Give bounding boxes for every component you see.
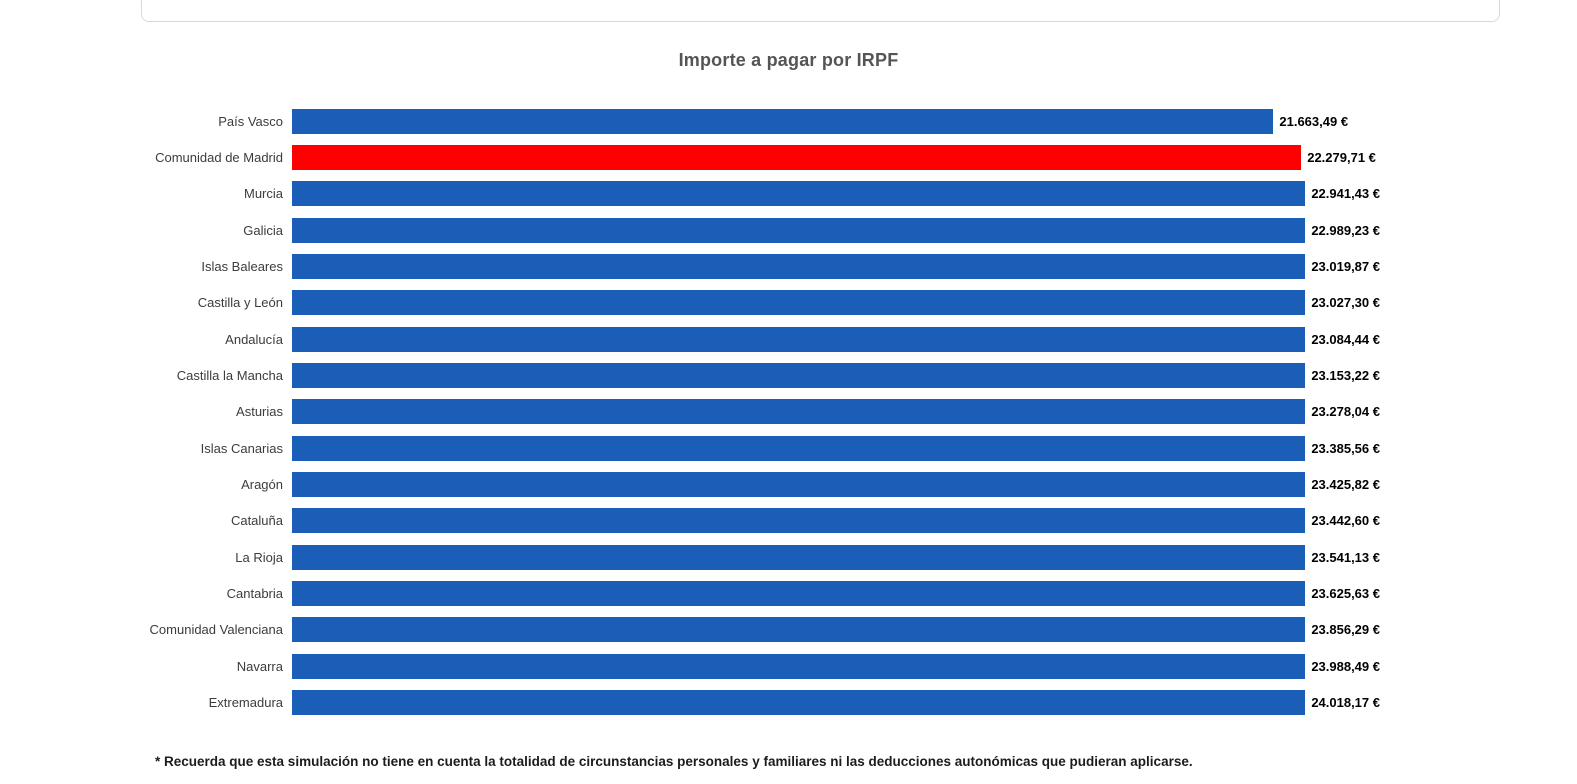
bar-track: 22.279,71 € (292, 144, 1380, 170)
value-label: 23.442,60 € (1311, 513, 1380, 529)
bar (292, 617, 1306, 643)
bar-track: 23.425,82 € (292, 471, 1380, 497)
value-label: 23.541,13 € (1311, 549, 1380, 565)
bar (292, 253, 1306, 279)
value-label: 23.425,82 € (1311, 476, 1380, 492)
bar (292, 580, 1306, 606)
bar-row: La Rioja 23.541,13 € (0, 539, 1577, 575)
category-label: Murcia (243, 186, 283, 202)
bar-track: 22.941,43 € (292, 181, 1380, 207)
bar (292, 653, 1306, 679)
value-label: 23.027,30 € (1311, 295, 1380, 311)
category-label: Comunidad Valenciana (149, 622, 283, 638)
bar-row: Islas Baleares 23.019,87 € (0, 248, 1577, 284)
value-label: 23.988,49 € (1311, 658, 1380, 674)
bar-row: Comunidad Valenciana 23.856,29 € (0, 612, 1577, 648)
category-label: Islas Canarias (200, 440, 283, 456)
bar-highlighted (292, 144, 1302, 170)
value-label: 23.385,56 € (1311, 440, 1380, 456)
bar-row: Castilla y León 23.027,30 € (0, 285, 1577, 321)
bar-track: 23.153,22 € (292, 362, 1380, 388)
top-card-border (141, 0, 1500, 22)
bar-row: Comunidad de Madrid 22.279,71 € (0, 139, 1577, 175)
chart-footnote: * Recuerda que esta simulación no tiene … (155, 754, 1193, 769)
bar-track: 23.442,60 € (292, 508, 1380, 534)
bar (292, 326, 1306, 352)
bar (292, 689, 1306, 715)
bar (292, 399, 1306, 425)
bar-row: Navarra 23.988,49 € (0, 648, 1577, 684)
bar-track: 21.663,49 € (292, 108, 1380, 134)
bar-track: 23.278,04 € (292, 399, 1380, 425)
bar (292, 471, 1306, 497)
bar-track: 23.027,30 € (292, 290, 1380, 316)
bar (292, 508, 1306, 534)
bar (292, 217, 1306, 243)
bar-track: 23.625,63 € (292, 580, 1380, 606)
bar-row: Cataluña 23.442,60 € (0, 503, 1577, 539)
bar-track: 23.856,29 € (292, 617, 1380, 643)
value-label: 22.941,43 € (1311, 186, 1380, 202)
bar-track: 23.541,13 € (292, 544, 1380, 570)
category-label: Asturias (236, 404, 283, 420)
bar (292, 290, 1306, 316)
bar-row: Castilla la Mancha 23.153,22 € (0, 357, 1577, 393)
category-label: Castilla la Mancha (176, 367, 283, 383)
category-label: Extremadura (208, 694, 283, 710)
bar (292, 435, 1306, 461)
bar-row: Murcia 22.941,43 € (0, 176, 1577, 212)
value-label: 22.989,23 € (1311, 222, 1380, 238)
bar-rows: País Vasco 21.663,49 € Comunidad de Madrid… (0, 103, 1577, 721)
value-label: 23.153,22 € (1311, 367, 1380, 383)
bar-row: Aragón 23.425,82 € (0, 466, 1577, 502)
value-label: 23.625,63 € (1311, 585, 1380, 601)
bar-track: 23.385,56 € (292, 435, 1380, 461)
category-label: Aragón (241, 476, 283, 492)
category-label: Navarra (236, 658, 283, 674)
category-label: La Rioja (235, 549, 283, 565)
value-label: 24.018,17 € (1311, 694, 1380, 710)
bar (292, 362, 1306, 388)
bar-track: 22.989,23 € (292, 217, 1380, 243)
category-label: Castilla y León (197, 295, 283, 311)
category-label: Cataluña (230, 513, 283, 529)
value-label: 23.084,44 € (1311, 331, 1380, 347)
category-label: Cantabria (226, 585, 283, 601)
category-label: Islas Baleares (201, 258, 283, 274)
bar-track: 24.018,17 € (292, 689, 1380, 715)
bar-row: Asturias 23.278,04 € (0, 394, 1577, 430)
bar (292, 108, 1274, 134)
category-label: Comunidad de Madrid (155, 149, 283, 165)
value-label: 21.663,49 € (1279, 113, 1349, 129)
bar-row: Extremadura 24.018,17 € (0, 684, 1577, 720)
bar-chart: País Vasco 21.663,49 € Comunidad de Madrid… (0, 103, 1577, 721)
value-label: 23.856,29 € (1311, 622, 1380, 638)
bar-row: País Vasco 21.663,49 € (0, 103, 1577, 139)
bar-track: 23.084,44 € (292, 326, 1380, 352)
value-label: 23.278,04 € (1311, 404, 1380, 420)
value-label: 22.279,71 € (1307, 149, 1376, 165)
value-label: 23.019,87 € (1311, 258, 1380, 274)
category-label: Andalucía (225, 331, 283, 347)
bar (292, 544, 1306, 570)
bar-track: 23.019,87 € (292, 253, 1380, 279)
bar-row: Islas Canarias 23.385,56 € (0, 430, 1577, 466)
bar-row: Andalucía 23.084,44 € (0, 321, 1577, 357)
bar-track: 23.988,49 € (292, 653, 1380, 679)
category-label: País Vasco (218, 113, 283, 129)
bar-row: Galicia 22.989,23 € (0, 212, 1577, 248)
bar-row: Cantabria 23.625,63 € (0, 575, 1577, 611)
bar (292, 181, 1306, 207)
chart-title: Importe a pagar por IRPF (678, 50, 899, 70)
category-label: Galicia (243, 222, 283, 238)
